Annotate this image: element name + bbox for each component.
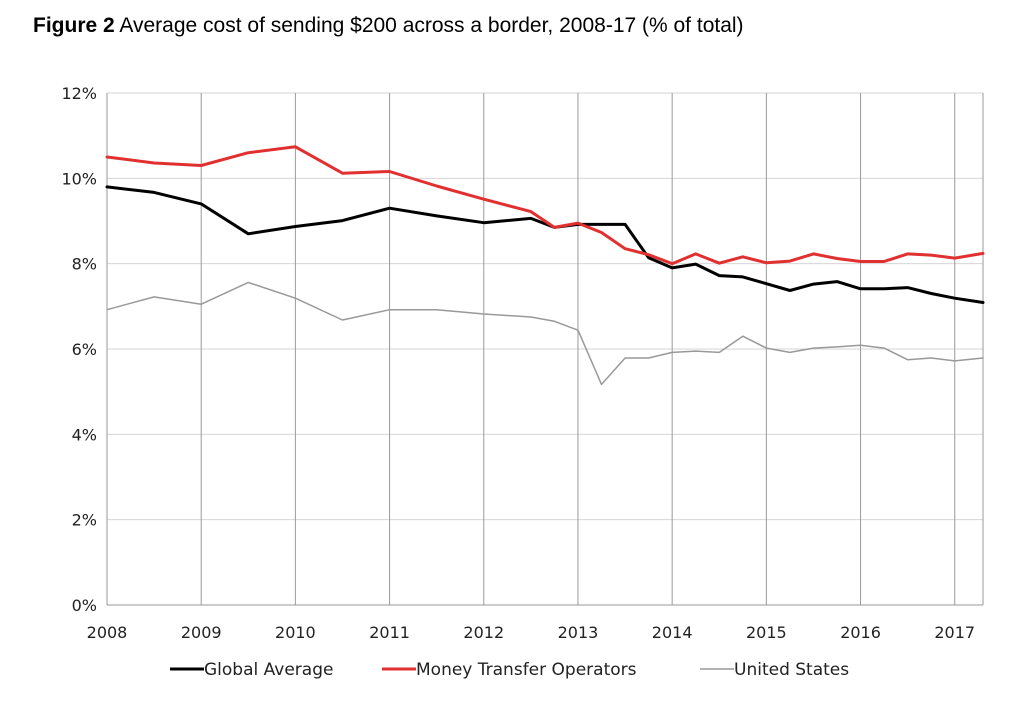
legend-label: Money Transfer Operators [416, 660, 637, 680]
figure-title: Figure 2 Average cost of sending $200 ac… [33, 14, 744, 38]
x-tick-label: 2014 [652, 623, 693, 642]
y-tick-label: 10% [61, 169, 97, 188]
x-tick-label: 2013 [558, 623, 599, 642]
figure-title-text: Average cost of sending $200 across a bo… [119, 14, 744, 37]
x-tick-label: 2012 [463, 623, 504, 642]
x-axis-tick-labels: 2008 2009 2010 2011 2012 2013 2014 2015 2016 2017 [87, 623, 975, 642]
series-lines [105, 145, 985, 386]
series-line-money-transfer-operators [105, 145, 985, 266]
horizontal-gridlines [107, 92, 983, 606]
y-tick-label: 12% [61, 84, 97, 103]
x-tick-label: 2015 [746, 623, 787, 642]
x-tick-label: 2008 [87, 623, 128, 642]
y-axis-tick-labels: 0% 2% 4% 6% 8% 10% 12% [61, 84, 97, 615]
x-tick-label: 2009 [181, 623, 222, 642]
legend: Global Average Money Transfer Operators Un… [170, 660, 849, 680]
x-tick-label: 2010 [275, 623, 316, 642]
legend-label: Global Average [204, 660, 333, 680]
y-tick-label: 2% [72, 511, 97, 530]
y-tick-label: 0% [72, 596, 97, 615]
x-tick-label: 2011 [369, 623, 410, 642]
y-tick-label: 8% [72, 255, 97, 274]
y-tick-label: 6% [72, 340, 97, 359]
series-line-global-average [105, 185, 985, 304]
vertical-gridlines [106, 93, 984, 605]
x-tick-label: 2017 [934, 623, 975, 642]
figure-label: Figure 2 [33, 14, 115, 37]
legend-label: United States [734, 660, 849, 680]
x-tick-label: 2016 [840, 623, 881, 642]
y-tick-label: 4% [72, 425, 97, 444]
series-line-united-states [106, 281, 984, 386]
